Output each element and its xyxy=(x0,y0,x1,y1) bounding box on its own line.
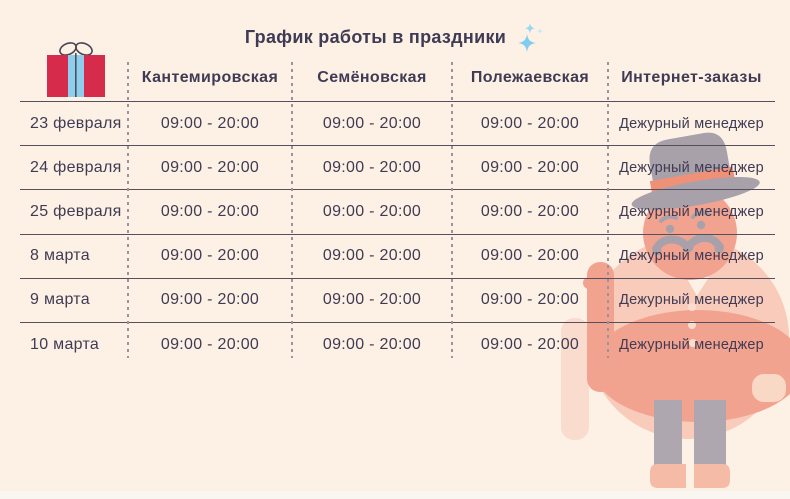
mascot-eye xyxy=(665,224,675,234)
row-date: 24 февраля xyxy=(30,158,122,176)
column-divider xyxy=(451,62,453,358)
row-cell: 09:00 - 20:00 xyxy=(160,291,260,309)
column-header-polezhaevskaya: Полежаевская xyxy=(470,69,590,86)
row-cell: 09:00 - 20:00 xyxy=(160,335,260,353)
mascot-shoe xyxy=(650,464,686,488)
row-date: 25 февраля xyxy=(30,202,122,220)
mascot-thumb xyxy=(583,277,595,289)
column-header-internet-orders: Интернет-заказы xyxy=(621,69,762,86)
row-cell: Дежурный менеджер xyxy=(619,336,764,353)
row-cell: 09:00 - 20:00 xyxy=(160,158,260,176)
column-header-semyonovskaya: Семёновская xyxy=(317,69,427,86)
table-row: 25 февраля 09:00 - 20:00 09:00 - 20:00 0… xyxy=(20,189,775,233)
page-title: График работы в праздники xyxy=(244,26,507,47)
mascot-collar xyxy=(686,277,709,296)
row-date: 23 февраля xyxy=(30,114,122,132)
table-row: 8 марта 09:00 - 20:00 09:00 - 20:00 09:0… xyxy=(20,233,775,278)
hat-icon xyxy=(631,132,760,210)
mascot-mustache-curl xyxy=(714,244,724,254)
mascot-face xyxy=(643,186,737,280)
gift-icon xyxy=(47,42,105,97)
mascot-mustache-curl xyxy=(652,246,662,256)
row-cell: 09:00 - 20:00 xyxy=(480,114,580,132)
column-header-kantemirovskaya: Кантемировская xyxy=(141,69,279,86)
mascot-mustache-knot xyxy=(682,241,694,253)
mascot-button xyxy=(688,321,696,329)
mascot-eyebrow xyxy=(691,210,710,219)
row-cell: 09:00 - 20:00 xyxy=(322,158,422,176)
row-cell: 09:00 - 20:00 xyxy=(322,335,422,353)
table-row: 23 февраля 09:00 - 20:00 09:00 - 20:00 0… xyxy=(20,101,775,145)
table-header: Кантемировская Семёновская Полежаевская … xyxy=(20,42,775,101)
row-cell: Дежурный менеджер xyxy=(619,203,764,220)
column-divider xyxy=(291,62,293,358)
row-cell: 09:00 - 20:00 xyxy=(160,247,260,265)
row-cell: 09:00 - 20:00 xyxy=(480,335,580,353)
mascot-button xyxy=(688,303,696,311)
column-divider xyxy=(127,62,129,358)
schedule-table: Кантемировская Семёновская Полежаевская … xyxy=(20,42,775,366)
row-date: 10 марта xyxy=(30,335,100,353)
row-cell: 09:00 - 20:00 xyxy=(480,291,580,309)
row-cell: 09:00 - 20:00 xyxy=(322,247,422,265)
row-date: 8 марта xyxy=(30,247,90,265)
mascot-leg xyxy=(694,400,726,466)
row-cell: Дежурный менеджер xyxy=(619,248,764,265)
man-with-hat-illustration xyxy=(561,132,790,488)
mascot-hand xyxy=(752,374,786,402)
sparkles-icon xyxy=(518,23,544,52)
row-date: 9 марта xyxy=(30,291,90,309)
mascot-shoe xyxy=(694,464,730,488)
column-divider xyxy=(607,62,609,358)
row-cell: 09:00 - 20:00 xyxy=(160,114,260,132)
table-row: 24 февраля 09:00 - 20:00 09:00 - 20:00 0… xyxy=(20,145,775,189)
row-cell: 09:00 - 20:00 xyxy=(322,114,422,132)
table-body: 23 февраля 09:00 - 20:00 09:00 - 20:00 0… xyxy=(20,101,775,366)
row-cell: 09:00 - 20:00 xyxy=(480,247,580,265)
mascot-belly xyxy=(592,310,790,422)
row-cell: 09:00 - 20:00 xyxy=(322,202,422,220)
mascot-eye xyxy=(696,220,706,230)
row-cell: Дежурный менеджер xyxy=(619,159,764,176)
row-cell: Дежурный менеджер xyxy=(619,292,764,309)
row-cell: 09:00 - 20:00 xyxy=(160,202,260,220)
table-row: 10 марта 09:00 - 20:00 09:00 - 20:00 09:… xyxy=(20,321,775,366)
row-cell: 09:00 - 20:00 xyxy=(322,291,422,309)
row-cell: Дежурный менеджер xyxy=(619,115,764,132)
title-row: График работы в праздники xyxy=(0,20,790,54)
row-cell: 09:00 - 20:00 xyxy=(480,158,580,176)
mascot-button xyxy=(689,339,697,347)
row-cell: 09:00 - 20:00 xyxy=(480,202,580,220)
table-row: 9 марта 09:00 - 20:00 09:00 - 20:00 09:0… xyxy=(20,277,775,322)
bottom-edge-strip xyxy=(0,491,790,499)
mascot-back-arm xyxy=(561,318,589,440)
mascot-eyebrow xyxy=(659,214,678,223)
mascot-leg xyxy=(654,400,682,466)
